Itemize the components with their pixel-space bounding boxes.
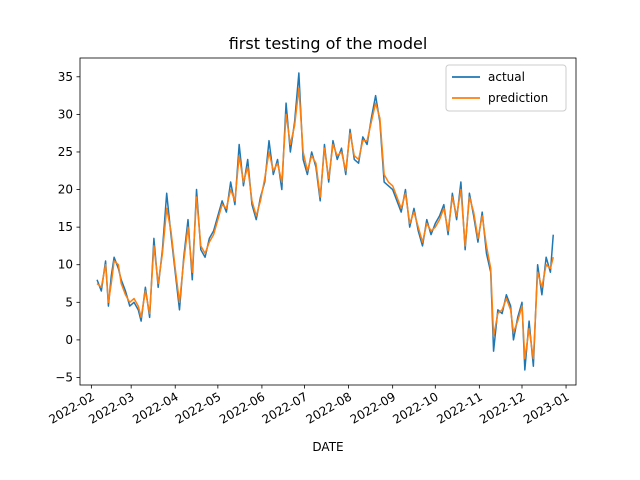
- plot-frame: [79, 57, 577, 386]
- legend-label-prediction: prediction: [488, 91, 548, 105]
- series-lines: [96, 72, 555, 371]
- y-tick-label: 35: [58, 70, 73, 84]
- y-tick-label: −5: [55, 370, 73, 384]
- chart-title: first testing of the model: [229, 34, 428, 53]
- y-tick-label: 15: [58, 220, 73, 234]
- series-line-prediction: [96, 87, 554, 360]
- x-axis-label: DATE: [312, 440, 343, 454]
- y-tick-label: 20: [58, 183, 73, 197]
- legend-label-actual: actual: [488, 70, 525, 84]
- y-tick-label: 25: [58, 145, 73, 159]
- y-tick-label: 5: [65, 295, 73, 309]
- y-tick-label: 0: [65, 333, 73, 347]
- legend: actual prediction: [445, 64, 567, 112]
- y-tick-label: 10: [58, 258, 73, 272]
- y-tick-label: 30: [58, 107, 73, 121]
